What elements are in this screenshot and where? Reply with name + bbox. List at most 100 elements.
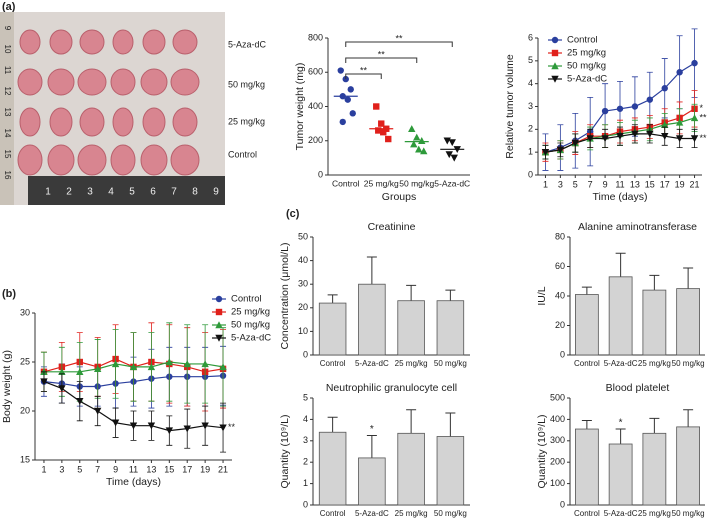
x-tick-label: 5 (77, 464, 82, 474)
group-label: 25 mg/kg (228, 116, 265, 126)
significance: * (619, 418, 623, 429)
significance: ** (700, 133, 708, 143)
ruler-number: 14 (3, 129, 12, 138)
legend-marker (215, 321, 223, 329)
marker (201, 422, 209, 430)
marker (344, 96, 351, 103)
marker (337, 67, 344, 74)
x-tick-label: 25 mg/kg (638, 359, 671, 368)
x-tick-label: 5-Aza-dC (604, 509, 638, 518)
legend-label: 5-Aza-dC (231, 333, 271, 344)
chart-title: Alanine aminotransferase (578, 221, 697, 233)
marker (183, 360, 191, 368)
y-tick-label: 5 (303, 392, 308, 402)
bar (318, 302, 347, 356)
x-tick-label: 50 mg/kg (434, 359, 467, 368)
marker (450, 154, 458, 162)
marker (129, 363, 138, 371)
y-tick-label: 0 (560, 349, 565, 359)
marker (342, 75, 349, 83)
marker (385, 135, 392, 143)
y-tick-label: 200 (308, 135, 323, 145)
marker (616, 132, 624, 140)
x-tick-label: 1 (543, 179, 548, 189)
marker (601, 107, 609, 115)
x-axis-label: Groups (382, 191, 416, 203)
marker (76, 368, 84, 375)
legend-marker (215, 308, 223, 316)
tumor (17, 68, 43, 96)
marker (556, 146, 565, 154)
ruler-number: 15 (3, 150, 12, 159)
x-axis-label: Time (days) (106, 476, 161, 488)
error-bar (581, 419, 592, 430)
ruler-number: 6 (150, 187, 156, 198)
bar (642, 432, 667, 506)
tumor (77, 144, 107, 176)
y-tick-label: 2 (528, 124, 533, 134)
marker (690, 114, 699, 122)
x-tick-label: 9 (113, 464, 118, 474)
marker (571, 139, 579, 147)
x-tick-label: 15 (645, 179, 655, 189)
marker (420, 147, 428, 155)
error-bar (615, 428, 626, 445)
bar (608, 443, 633, 506)
marker (111, 419, 120, 427)
error-bar (649, 274, 660, 291)
ruler-number: 10 (3, 45, 12, 54)
marker (408, 125, 416, 132)
legend-marker (551, 62, 559, 70)
x-tick-label: Control (332, 178, 360, 188)
chart-title: Creatinine (368, 221, 416, 233)
marker (661, 85, 668, 92)
marker (675, 118, 684, 126)
y-axis-label: Tumor weight (mg) (294, 63, 306, 151)
y-tick-label: 3 (303, 435, 308, 445)
x-tick-label: 7 (588, 179, 593, 189)
x-tick-label: 17 (182, 464, 192, 474)
x-tick-label: 13 (630, 179, 640, 189)
marker (58, 385, 66, 393)
tumor (110, 68, 136, 96)
x-tick-label: 5-Aza-dC (434, 178, 470, 188)
tumor (17, 144, 43, 176)
marker (219, 424, 227, 432)
y-tick-label: 15 (20, 454, 30, 464)
bar (358, 283, 386, 356)
error-bar (445, 412, 456, 437)
x-tick-label: 5-Aza-dC (355, 359, 389, 368)
x-tick-label: 13 (146, 464, 156, 474)
marker (445, 151, 453, 159)
significance: ** (700, 112, 708, 122)
bracket (345, 73, 382, 79)
ruler (0, 12, 14, 205)
marker (691, 59, 698, 67)
legend-label: 5-Aza-dC (567, 74, 607, 85)
x-tick-label: 17 (660, 179, 670, 189)
x-axis-label: Time (days) (592, 191, 647, 203)
y-tick-label: 600 (308, 67, 323, 77)
x-tick-label: 5-Aza-dC (355, 509, 389, 518)
x-tick-label: 5 (573, 179, 578, 189)
panel-label: (c) (286, 208, 300, 220)
bracket (345, 41, 453, 47)
tumor (49, 29, 73, 55)
y-tick-label: 0 (318, 169, 323, 179)
y-tick-label: 50 (298, 231, 308, 241)
tumor (170, 68, 200, 96)
tumor (77, 68, 107, 96)
legend-label: 25 mg/kg (231, 307, 270, 318)
significance: ** (228, 422, 236, 432)
ruler-number: 3 (87, 187, 93, 198)
bar (358, 457, 386, 506)
tumor (112, 107, 134, 137)
bar (642, 289, 667, 356)
y-axis-label: Body weight (g) (1, 350, 13, 423)
marker (165, 427, 174, 435)
y-tick-label: 4 (528, 78, 533, 88)
y-tick-label: 3 (528, 101, 533, 111)
group-label: 5-Aza-dC (228, 39, 267, 49)
bar (318, 431, 347, 506)
